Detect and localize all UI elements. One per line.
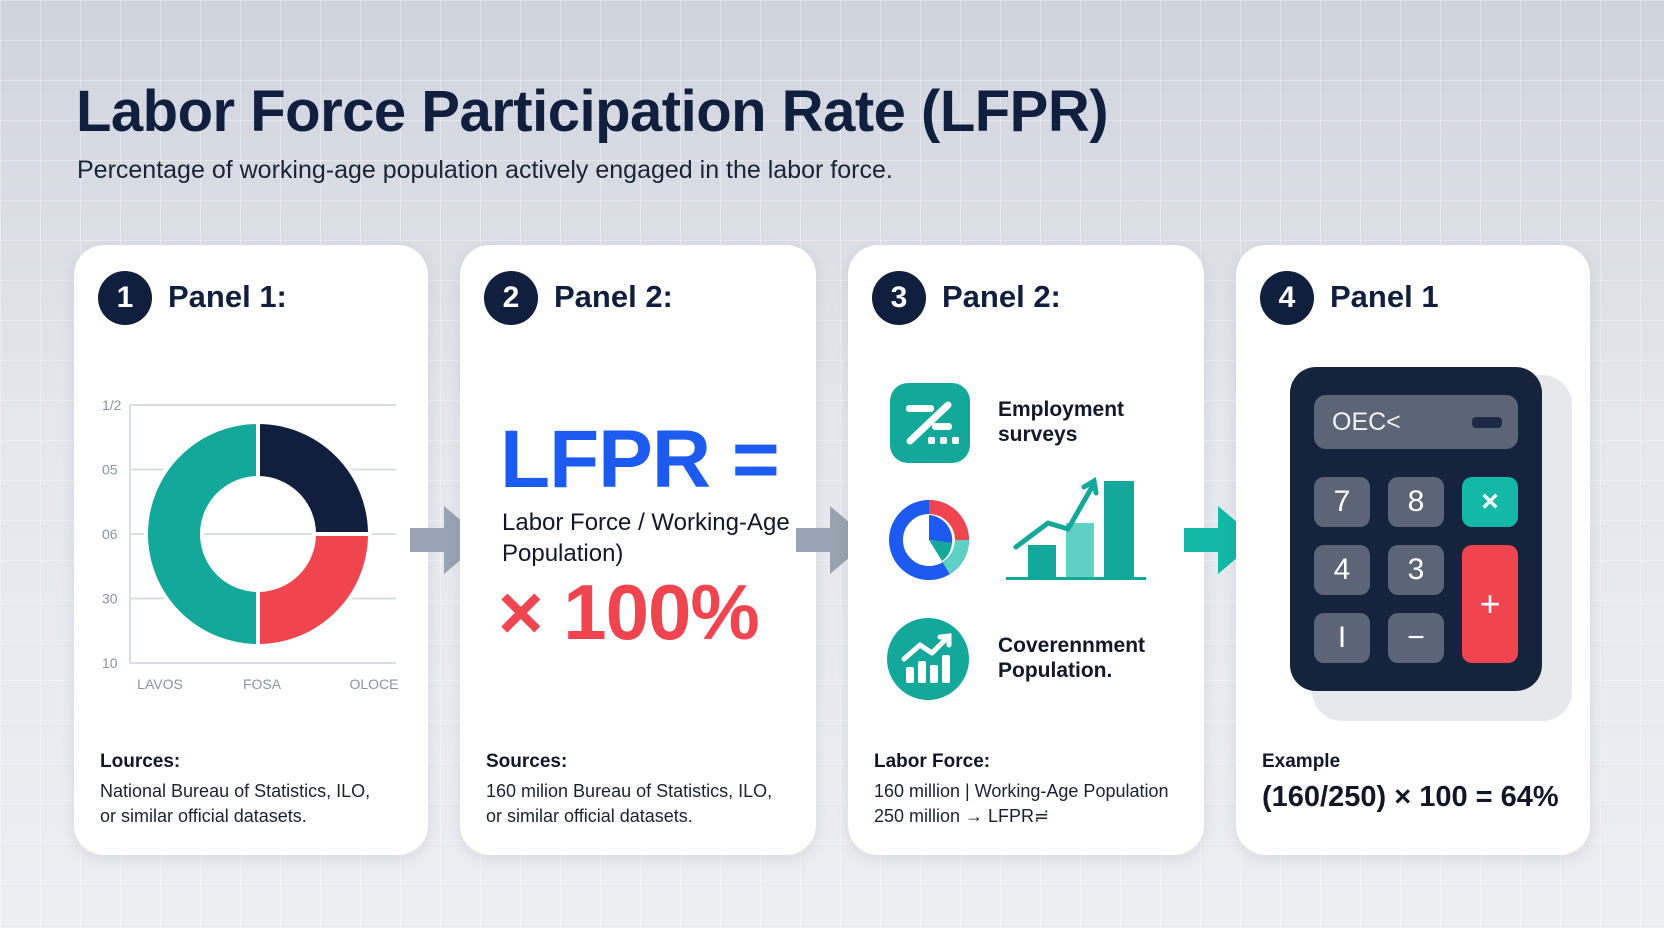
display-bar: [1472, 417, 1502, 428]
survey-icon: [890, 383, 970, 463]
panel-title: Panel 2:: [554, 279, 673, 314]
formula-fraction: Labor Force / Working-Age Population): [502, 509, 790, 567]
donut-slice: [144, 419, 260, 649]
source-label-surveys: Employment surveys: [998, 398, 1125, 446]
panel-4-card: 4 Panel 1 OEC< 7 8 × 4 3 + I − Example (…: [1236, 245, 1590, 855]
donut-slice: [256, 532, 373, 649]
calculator-key: 3: [1388, 545, 1444, 595]
step-number-badge: 3: [872, 271, 926, 325]
caption-line: 250 million → LFPR≓: [874, 806, 1050, 826]
step-number-badge: 2: [484, 271, 538, 325]
calculator-key-minus: −: [1388, 613, 1444, 663]
y-tick-label: 06: [102, 526, 118, 542]
step-number-badge: 4: [1260, 271, 1314, 325]
calculator-key: 8: [1388, 477, 1444, 527]
pie-chart-icon: [889, 500, 969, 580]
panel-title: Panel 1:: [168, 279, 287, 314]
caption-heading: Sources:: [486, 751, 568, 772]
arrow-right-icon: [410, 506, 484, 574]
x-tick-label: FOSA: [243, 676, 282, 692]
page-title: Labor Force Participation Rate (LFPR): [76, 79, 1109, 144]
formula-lhs: LFPR =: [500, 414, 780, 505]
caption-line: 160 million | Working-Age Population: [874, 781, 1169, 801]
y-tick-label: 05: [102, 462, 118, 478]
panel-3-card: 3 Panel 2: Employment surveys Coverennme…: [848, 245, 1204, 855]
panel-title: Panel 1: [1330, 279, 1439, 314]
calculator-display-text: OEC<: [1332, 408, 1401, 436]
caption-heading: Lources:: [100, 751, 181, 772]
step-number-badge: 1: [98, 271, 152, 325]
calculator-display: OEC<: [1314, 395, 1518, 449]
calculator-icon: OEC< 7 8 × 4 3 + I −: [1290, 367, 1542, 691]
growth-bar-chart-icon: [1006, 476, 1146, 580]
panel-1-card: 1 Panel 1: 1/2 05 06 30 10 LAVOS FOSA OLOCE Lo…: [74, 245, 428, 855]
donut-chart: 1/2 05 06 30 10 LAVOS FOSA OLOCE: [102, 397, 399, 692]
panel-title: Panel 2:: [942, 279, 1061, 314]
caption-line: or similar official datasets.: [100, 806, 307, 826]
calculator-key: I: [1314, 613, 1370, 663]
y-tick-label: 1/2: [102, 397, 122, 413]
calculator-key: 4: [1314, 545, 1370, 595]
y-tick-label: 10: [102, 655, 118, 671]
panel-2-card: 2 Panel 2: LFPR = Labor Force / Working-…: [460, 245, 816, 855]
x-tick-label: LAVOS: [137, 676, 183, 692]
arrow-right-icon: [796, 506, 870, 574]
caption-line: National Bureau of Statistics, ILO,: [100, 781, 371, 801]
government-growth-icon: [887, 618, 969, 700]
calculator-key: 7: [1314, 477, 1370, 527]
source-label-government: Coverennment Population.: [998, 634, 1146, 682]
calculator-key-multiply: ×: [1462, 477, 1518, 527]
formula-multiplier: × 100%: [498, 568, 760, 656]
x-tick-label: OLOCE: [349, 676, 398, 692]
page-subtitle: Percentage of working-age population act…: [77, 156, 893, 184]
caption-heading: Labor Force:: [874, 751, 991, 772]
donut-slice: [256, 419, 373, 536]
calculator-key-plus: +: [1462, 545, 1518, 663]
caption-line: or similar official datasets.: [486, 806, 693, 826]
caption-line: 160 milion Bureau of Statistics, ILO,: [486, 781, 773, 801]
y-tick-label: 30: [102, 591, 118, 607]
example-calculation: (160/250) × 100 = 64%: [1262, 781, 1559, 813]
arrow-right-icon: [1184, 506, 1258, 574]
caption-heading: Example: [1262, 751, 1341, 772]
